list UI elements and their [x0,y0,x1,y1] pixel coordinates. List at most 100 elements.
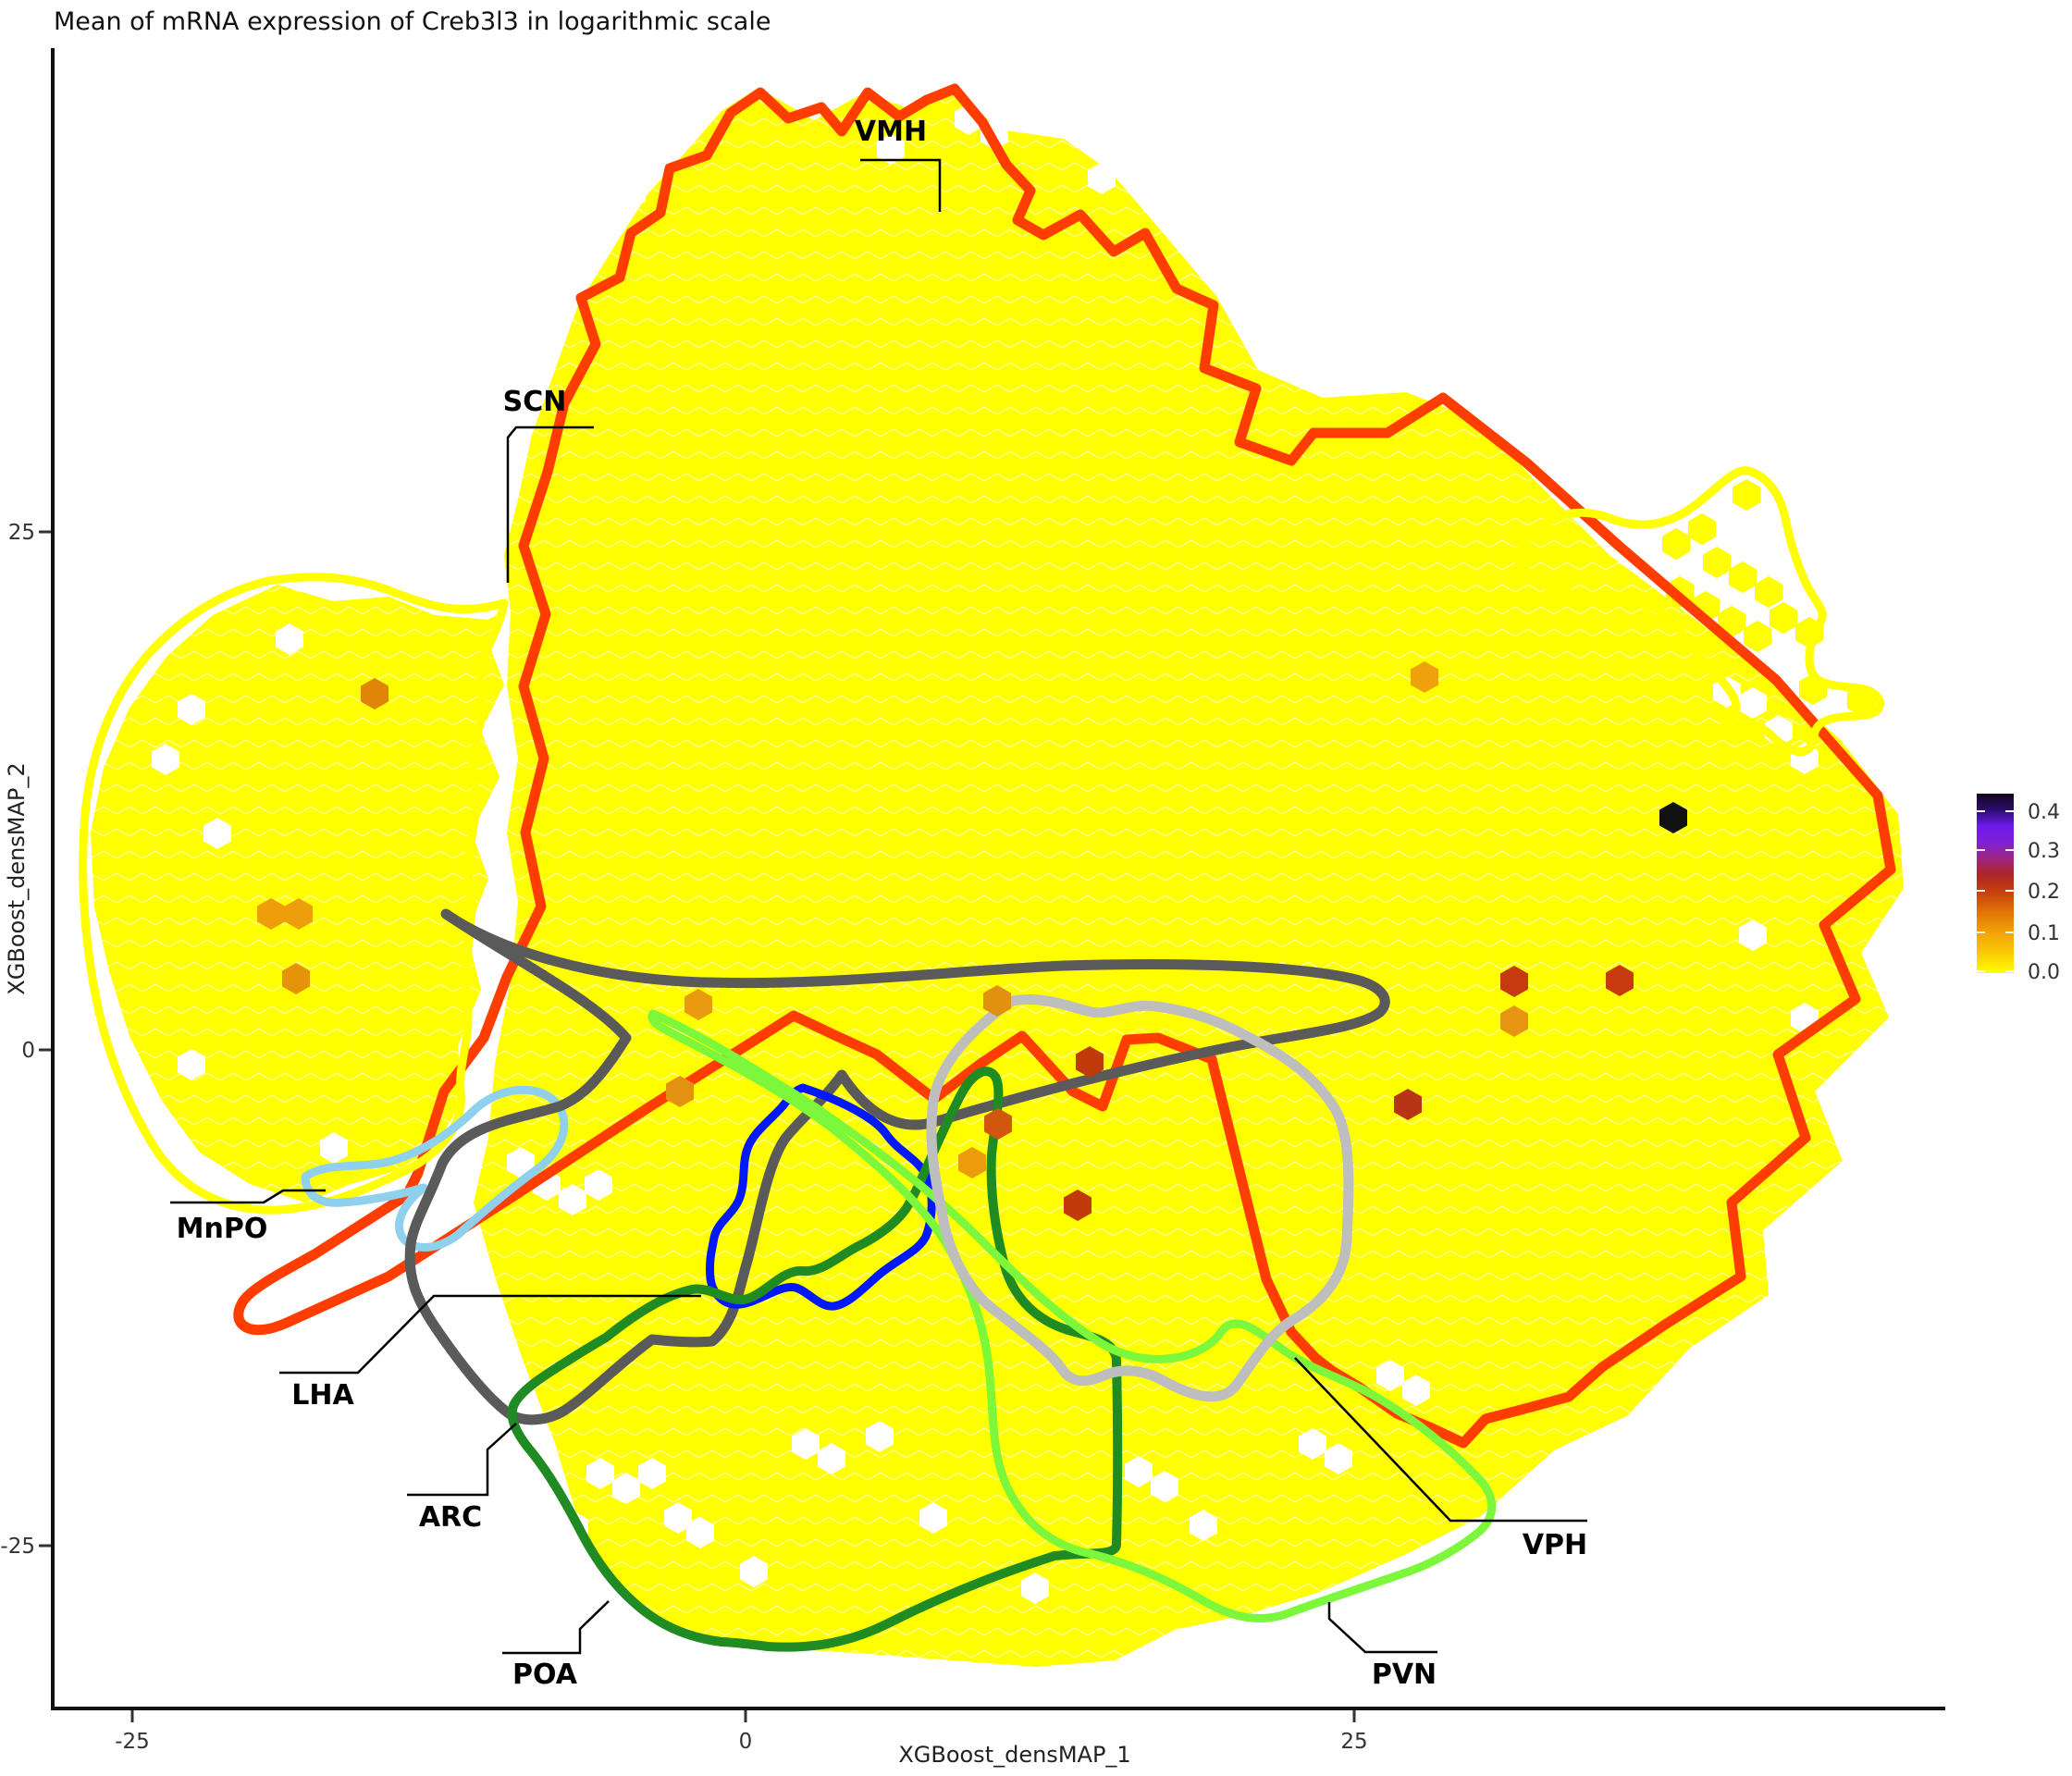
empty-hex-cell [178,1049,205,1080]
empty-hex-cell [686,1517,714,1548]
y-tick-label: 0 [21,1039,35,1063]
leader-line-arc [407,1423,517,1497]
x-tick-label: 0 [739,1730,753,1754]
y-axis-label: XGBoost_densMAP_2 [4,762,30,994]
leader-line-vph [1294,1357,1587,1523]
empty-hex-cell [1190,1510,1217,1541]
x-tick-label: 25 [1340,1730,1367,1754]
region-outline-lha [404,908,1390,1425]
leader-line-lha [279,1294,701,1375]
colorbar-legend: 0.4 0.3 0.2 0.1 0.0 [1977,794,2060,984]
hexbin-density-field [91,88,1904,1667]
hex-cell [1718,606,1745,637]
axes: -25 0 25 25 0 -25 XGBoost_densMAP_1 XGBo… [0,48,1945,1768]
y-tick-label: 25 [8,521,35,545]
expression-hex [1659,802,1687,833]
empty-hex-cell [1299,1428,1326,1460]
empty-hex-cell [1088,163,1116,194]
empty-hex-cell [818,1443,845,1474]
empty-hex-cell [1739,919,1767,951]
empty-hex-cell [919,1502,947,1534]
empty-hex-cell [638,1458,666,1489]
region-label-mnpo: MnPO [177,1213,268,1245]
region-label-scn: SCN [503,386,567,418]
empty-hex-cell [664,1502,692,1534]
empty-hex-cell [540,222,568,253]
density-blob-hex-texture [474,88,1904,1667]
leader-line-mnpo [170,1189,326,1204]
empty-hex-cell [792,1428,820,1460]
empty-hex-cell [1325,1443,1352,1474]
empty-hex-cell [320,1132,348,1164]
region-annotations: VMH SCN MnPO LHA ARC POA PVN VPH [170,116,1587,1691]
colorbar-tick-label: 0.2 [2028,881,2060,904]
hex-cell [1729,561,1757,593]
expression-hex [958,1147,986,1178]
empty-hex-cell [585,1169,612,1201]
empty-hex-cell [1402,1375,1430,1406]
expression-hex [1500,966,1528,997]
y-tick-label: -25 [0,1535,35,1559]
expression-hex [983,985,1011,1017]
hex-cell [1703,547,1731,578]
empty-hex-cell [559,1184,586,1215]
expression-hex [257,898,285,930]
expression-hex [984,1108,1012,1140]
hex-cell [1733,479,1760,511]
empty-hex-cell [507,1147,535,1178]
empty-hex-cell [1739,687,1767,719]
density-blob-hex-texture [91,585,504,1202]
expression-hex [1411,661,1438,693]
region-outline-vmh [233,83,1896,1449]
region-outline-mnpo [301,1085,569,1252]
hex-cell [1755,576,1782,608]
colorbar [1977,794,2014,973]
empty-hex-cell [1151,1471,1178,1502]
hex-cell [1744,621,1771,652]
region-outline-poa [507,1067,1123,1652]
x-axis-label: XGBoost_densMAP_1 [898,1742,1130,1768]
region-label-lha: LHA [291,1379,354,1412]
region-label-vmh: VMH [855,116,927,148]
leader-line-vmh [860,158,942,212]
expression-hexes [257,661,1687,1221]
region-label-vph: VPH [1523,1529,1587,1561]
expression-hex [1064,1190,1092,1221]
empty-hex-cell [618,178,646,209]
expression-hex [1394,1089,1422,1120]
hex-cell [1688,513,1716,545]
expression-hex [684,989,712,1020]
region-label-arc: ARC [419,1501,482,1534]
empty-hex-cell [1125,1456,1153,1487]
empty-hex-cell [612,1473,640,1504]
expression-hex [361,678,388,709]
hex-cell [1662,528,1690,560]
colorbar-tick-label: 0.1 [2028,922,2060,945]
expression-hex [1606,965,1634,996]
expression-hex [666,1076,694,1107]
colorbar-tick-label: 0.3 [2028,840,2060,863]
chart-title: Mean of mRNA expression of Creb3l3 in lo… [54,7,771,36]
region-label-poa: POA [512,1659,578,1691]
empty-hex-cell [178,694,205,725]
region-outline-vph [926,994,1354,1402]
empty-hex-cell [586,1458,614,1489]
empty-hex-cell [152,744,179,775]
hex-cell [1770,602,1797,634]
empty-hex-cell [1021,1572,1049,1604]
expression-hex [285,898,313,930]
empty-hex-cell [740,1556,768,1587]
empty-hex-cell [877,133,905,165]
leader-line-pvn [1327,1602,1437,1654]
empty-hex-cell [566,192,594,224]
colorbar-tick-label: 0.0 [2028,961,2060,984]
expression-hex [282,963,310,994]
empty-hex-cell [1376,1360,1404,1391]
x-tick-label: -25 [115,1730,150,1754]
colorbar-tickmarks [1977,810,2014,972]
empty-hex-cell [866,1421,894,1452]
region-label-pvn: PVN [1372,1659,1437,1691]
empty-hex-cell [276,623,303,655]
